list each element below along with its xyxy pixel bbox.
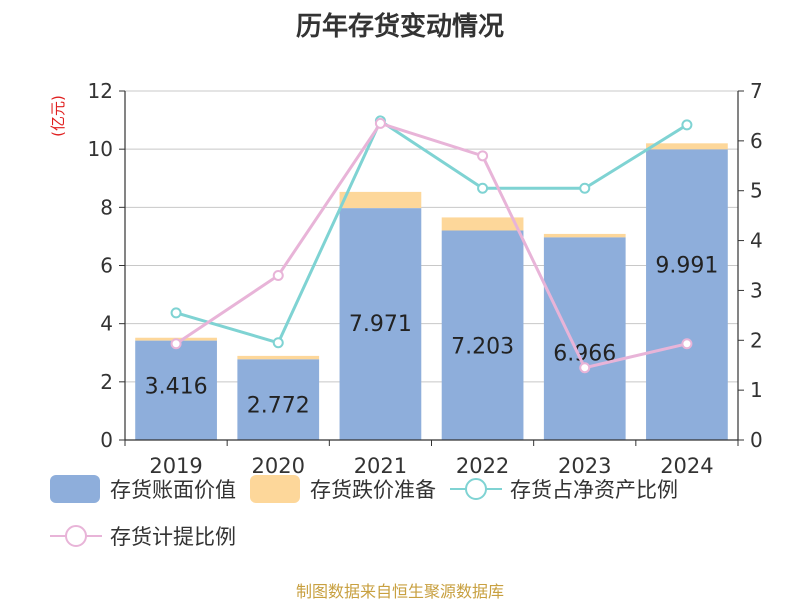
line-point-net-asset-ratio	[477, 182, 489, 194]
line-series-provision-ratio	[175, 121, 688, 370]
bar-impairment	[441, 217, 524, 231]
y-tick-label-left: 10	[88, 137, 113, 161]
x-tick-label: 2024	[660, 454, 713, 478]
x-tick-label: 2019	[149, 454, 202, 478]
legend-label-net-asset-ratio: 存货占净资产比例	[510, 478, 678, 502]
bar-book-value	[339, 208, 422, 440]
y-tick-label-right: 7	[750, 79, 763, 103]
bar-value-label: 7.203	[451, 335, 514, 360]
legend-row-2: 存货计提比例	[50, 521, 250, 551]
line-point-provision-ratio	[579, 362, 591, 374]
y-tick-label-left: 12	[88, 79, 113, 103]
y-tick-label-right: 4	[750, 229, 763, 253]
line-point-net-asset-ratio	[170, 307, 182, 319]
bar-book-value	[441, 230, 524, 440]
bar-book-value	[135, 340, 217, 440]
line-point-provision-ratio	[170, 338, 182, 350]
bar-impairment	[237, 355, 320, 360]
y-tick-label-right: 6	[750, 129, 763, 153]
chart-title: 历年存货变动情况	[295, 12, 504, 42]
line-point-provision-ratio	[477, 150, 489, 162]
legend-swatch-book-value	[50, 475, 100, 503]
legend-label-impairment: 存货跌价准备	[310, 478, 436, 502]
legend-item-provision-ratio[interactable]: 存货计提比例	[50, 521, 236, 551]
line-point-provision-ratio	[681, 338, 693, 350]
legend-label-provision-ratio: 存货计提比例	[110, 525, 236, 549]
y-tick-label-right: 0	[750, 428, 763, 452]
bar-value-label: 3.416	[145, 375, 208, 400]
y-tick-label-left: 4	[100, 312, 113, 336]
bar-book-value	[237, 359, 320, 440]
y-tick-label-left: 0	[100, 428, 113, 452]
line-point-provision-ratio	[374, 117, 386, 129]
y-tick-label-right: 3	[750, 278, 763, 302]
y-tick-label-left: 2	[100, 370, 113, 394]
y-tick-label-left: 8	[100, 195, 113, 219]
y-tick-label-right: 2	[750, 328, 763, 352]
line-point-provision-ratio	[272, 269, 284, 281]
y-axis-unit-label: (亿元)	[49, 95, 67, 137]
x-tick-label: 2020	[252, 454, 305, 478]
x-tick-label: 2021	[354, 454, 407, 478]
legend-swatch-net-asset-ratio	[450, 478, 502, 500]
legend-label-book-value: 存货账面价值	[110, 478, 236, 502]
bar-book-value	[543, 237, 626, 440]
bar-value-label: 9.991	[655, 253, 718, 278]
legend-item-net-asset-ratio[interactable]: 存货占净资产比例	[450, 474, 678, 504]
bar-impairment	[339, 191, 422, 209]
bar-impairment	[543, 233, 626, 238]
legend-swatch-provision-ratio	[50, 525, 102, 547]
legend-item-book-value[interactable]: 存货账面价值	[50, 474, 236, 504]
y-tick-label-left: 6	[100, 254, 113, 278]
line-point-net-asset-ratio	[681, 119, 693, 131]
bar-book-value	[646, 149, 728, 441]
bar-value-label: 2.772	[247, 393, 310, 418]
bar-impairment	[646, 143, 728, 150]
legend-row-1: 存货账面价值 存货跌价准备 存货占净资产比例	[50, 474, 692, 504]
line-point-net-asset-ratio	[272, 337, 284, 349]
y-tick-label-right: 1	[750, 378, 763, 402]
source-note: 制图数据来自恒生聚源数据库	[295, 582, 504, 601]
line-point-net-asset-ratio	[579, 182, 591, 194]
legend-item-impairment[interactable]: 存货跌价准备	[250, 474, 436, 504]
y-tick-label-right: 5	[750, 179, 763, 203]
x-tick-label: 2023	[558, 454, 611, 478]
line-series-net-asset-ratio	[175, 118, 688, 345]
bar-value-label: 7.971	[349, 312, 412, 337]
x-tick-label: 2022	[456, 454, 509, 478]
legend-swatch-impairment	[250, 475, 300, 503]
